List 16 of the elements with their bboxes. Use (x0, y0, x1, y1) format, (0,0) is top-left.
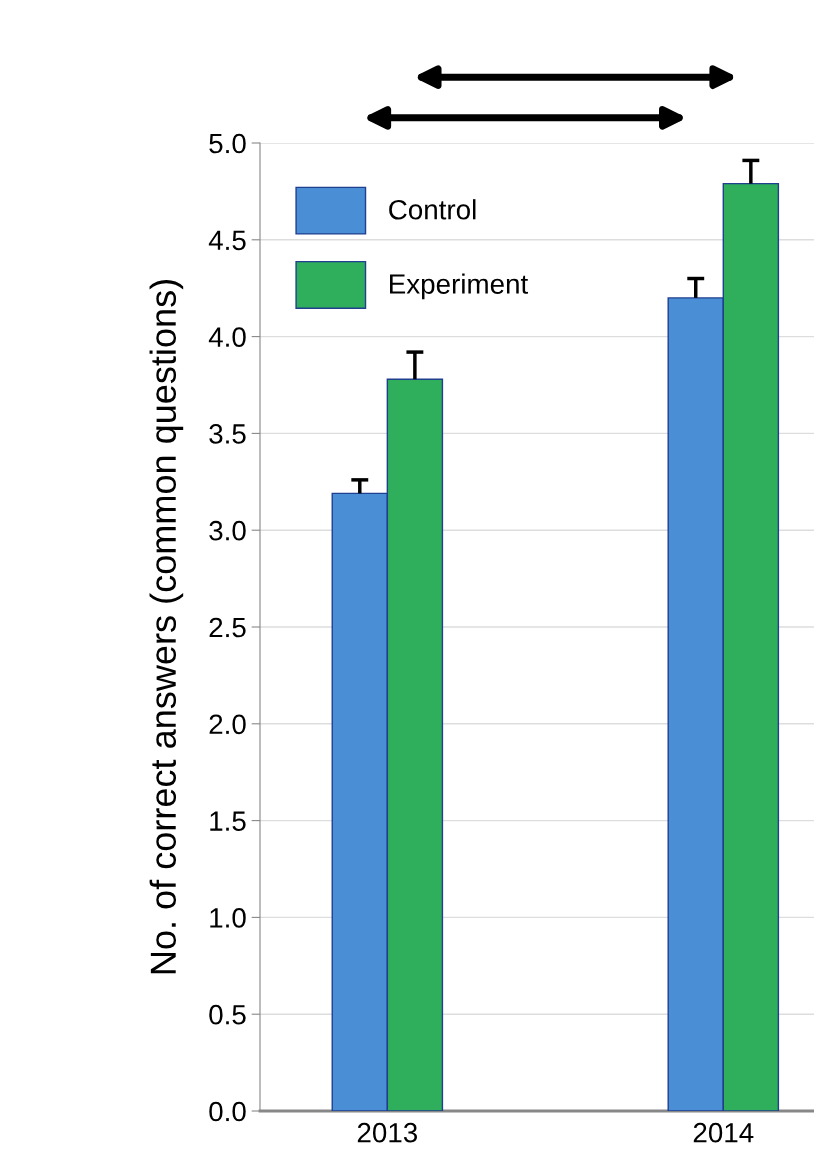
y-tick-label: 2.5 (209, 617, 246, 638)
y-tick-label: 2.0 (209, 714, 246, 735)
y-tick-label: 4.0 (208, 327, 246, 347)
y-tick-label: 5.0 (209, 133, 246, 154)
x-tick-label: 2013 (357, 1122, 418, 1143)
y-tick-label: 3.0 (209, 520, 246, 541)
y-tick-label: 0.5 (209, 1004, 246, 1025)
legend-label: Control (389, 199, 476, 220)
y-axis-title: No. of correct answers (common questions) (149, 280, 184, 974)
legend-label: Experiment (390, 273, 529, 300)
y-tick-label: 0.0 (209, 1101, 246, 1122)
y-tick-label: 1.5 (210, 811, 246, 831)
y-tick-label: 4.5 (208, 230, 246, 251)
y-tick-label: 1.0 (210, 908, 246, 928)
y-tick-label: 3.5 (209, 424, 246, 444)
x-tick-label: 2014 (693, 1122, 754, 1143)
